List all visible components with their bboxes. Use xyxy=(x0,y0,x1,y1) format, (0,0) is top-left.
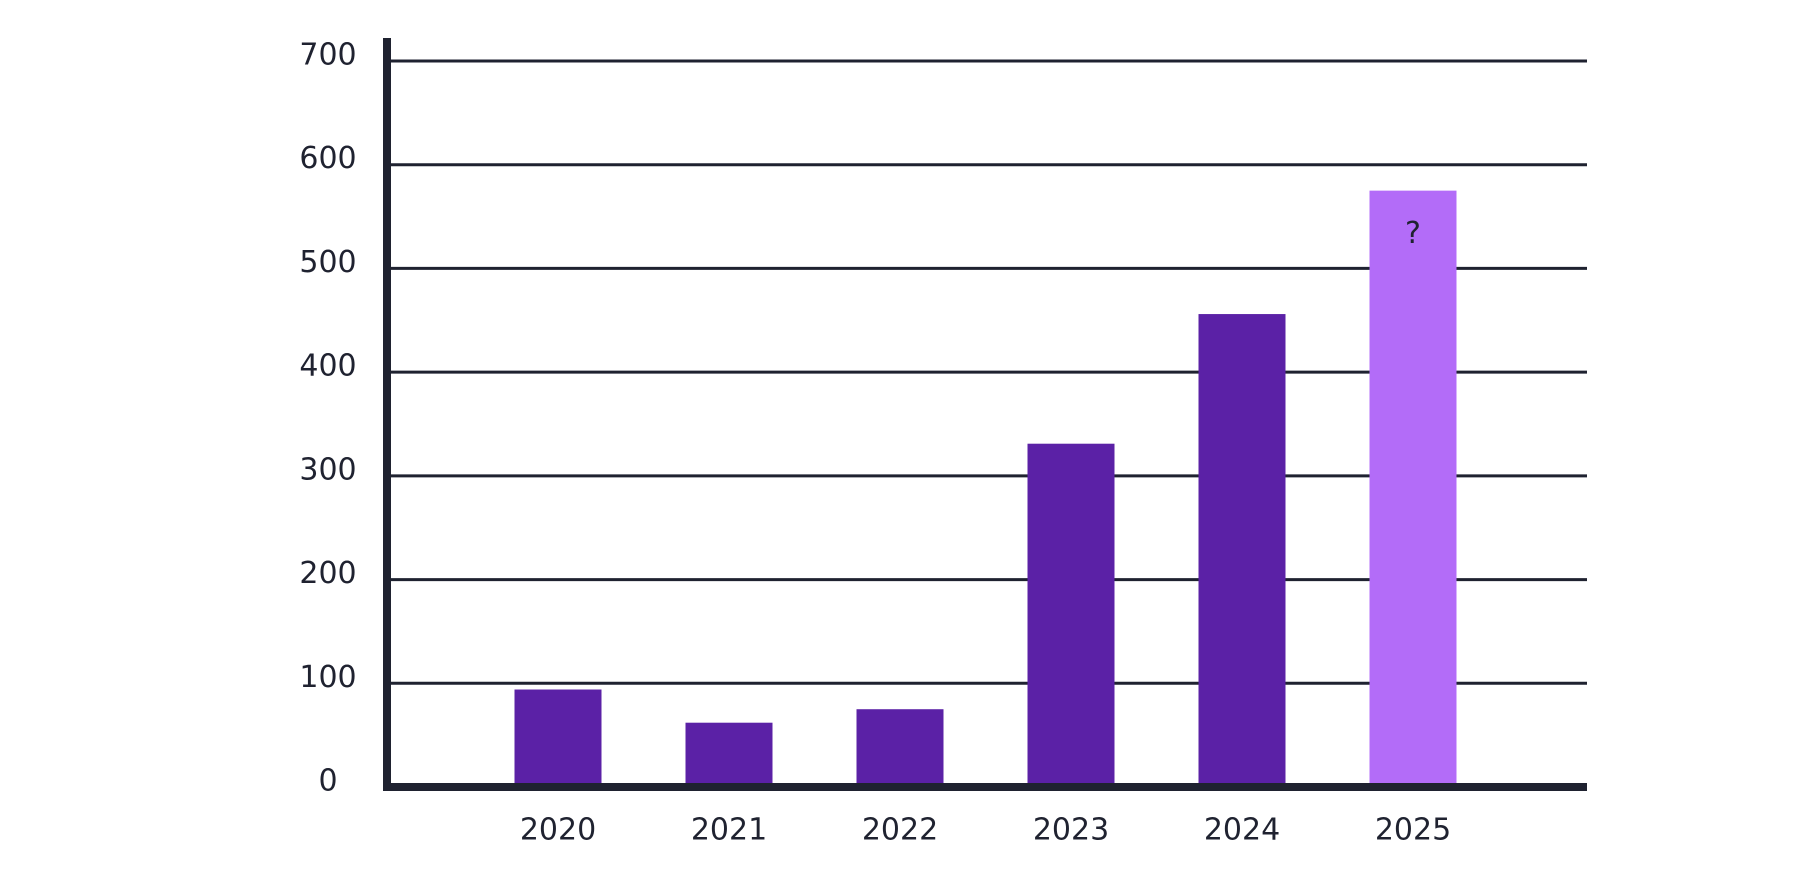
y-tick-label: 700 xyxy=(299,38,356,73)
y-tick-label: 400 xyxy=(299,349,356,384)
y-tick-label: 500 xyxy=(299,245,356,280)
bar xyxy=(1027,443,1115,787)
y-tick-label: 0 xyxy=(318,764,337,799)
x-tick-label: 2022 xyxy=(862,813,938,848)
bar xyxy=(685,722,773,787)
x-tick-label: 2020 xyxy=(520,813,596,848)
bar xyxy=(856,709,944,787)
y-tick-label: 100 xyxy=(299,660,356,695)
bar xyxy=(1369,190,1457,788)
y-tick-label: 200 xyxy=(299,556,356,591)
bar-annotation: ? xyxy=(1405,216,1421,251)
y-tick-label: 600 xyxy=(299,141,356,176)
x-tick-label: 2021 xyxy=(691,813,767,848)
x-tick-label: 2023 xyxy=(1033,813,1109,848)
bar xyxy=(514,689,602,787)
x-tick-label: 2024 xyxy=(1204,813,1280,848)
bar xyxy=(1198,314,1286,787)
y-tick-label: 300 xyxy=(299,452,356,487)
x-tick-label: 2025 xyxy=(1375,813,1451,848)
